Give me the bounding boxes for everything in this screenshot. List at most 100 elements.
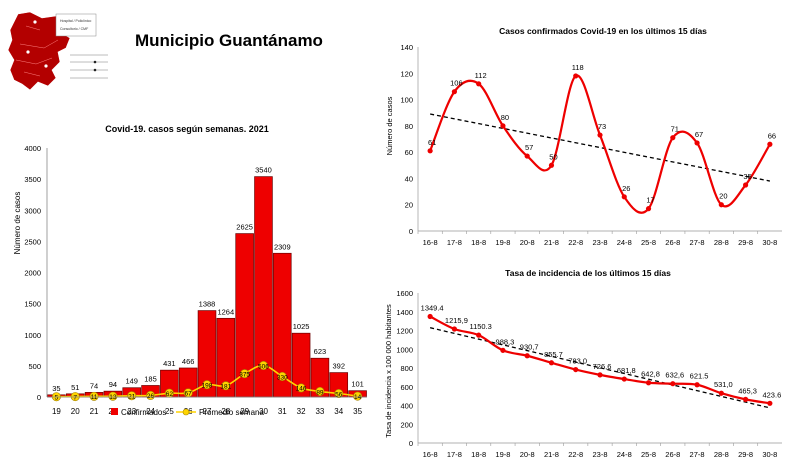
c2-point-26-8 xyxy=(670,135,676,141)
bar-value-label: 35 xyxy=(52,384,60,393)
c3-xtick: 16-8 xyxy=(423,450,438,459)
c3-value-label: 621.5 xyxy=(690,372,709,381)
c3-value-label: 1150.3 xyxy=(469,322,491,331)
c3-xtick: 29-8 xyxy=(738,450,753,459)
c3-point-29-8 xyxy=(743,396,749,402)
chart1-xtick: 30 xyxy=(259,407,268,416)
c2-value-label: 57 xyxy=(525,143,533,152)
c2-ytick: 120 xyxy=(400,69,413,78)
c2-point-30-8 xyxy=(767,141,773,147)
c3-value-label: 465,3 xyxy=(738,386,757,395)
bar-value-label: 2625 xyxy=(236,223,253,232)
c2-xtick: 29-8 xyxy=(738,238,753,247)
c2-point-22-8 xyxy=(573,73,579,79)
cases-15-days-chart: Casos confirmados Covid-19 en los último… xyxy=(385,26,782,247)
c3-value-label: 642,8 xyxy=(641,370,660,379)
c3-ytick: 400 xyxy=(400,402,413,411)
c3-point-27-8 xyxy=(694,382,700,388)
c2-point-28-8 xyxy=(718,202,724,208)
c3-ytick: 1000 xyxy=(396,345,413,354)
chart1-legend: Confirmados Promedio semana xyxy=(111,408,264,417)
weekly-bar-chart: Covid-19. casos según semanas. 2021 Núme… xyxy=(13,124,367,417)
promedio-point-23 xyxy=(127,391,137,401)
c2-ytick: 0 xyxy=(409,227,413,236)
bar-value-label: 466 xyxy=(182,357,195,366)
chart1-xtick: 34 xyxy=(334,407,343,416)
legend-swatch-confirmados xyxy=(111,408,118,415)
promedio-value-label: 11 xyxy=(91,394,98,401)
c2-xtick: 19-8 xyxy=(495,238,510,247)
chart1-ytick: 1000 xyxy=(24,331,41,340)
c2-xtick: 22-8 xyxy=(568,238,583,247)
c3-value-label: 423.6 xyxy=(762,390,781,399)
promedio-point-24 xyxy=(146,390,156,400)
c3-xtick: 28-8 xyxy=(714,450,729,459)
c3-point-18-8 xyxy=(476,332,482,338)
promedio-value-label: 14 xyxy=(354,394,362,401)
chart1-xtick: 29 xyxy=(240,407,249,416)
c3-value-label: 726,6 xyxy=(593,362,612,371)
bar-value-label: 2309 xyxy=(274,242,291,251)
c2-value-label: 20 xyxy=(719,192,727,201)
bar-value-label: 1388 xyxy=(199,300,216,309)
c3-point-30-8 xyxy=(767,400,773,406)
c2-value-label: 35 xyxy=(743,172,751,181)
chart1-xtick: 33 xyxy=(315,407,324,416)
promedio-point-28 xyxy=(221,381,231,391)
chart1-xtick: 32 xyxy=(297,407,306,416)
c3-point-20-8 xyxy=(524,353,530,359)
c2-ytick: 40 xyxy=(405,174,413,183)
map-marker xyxy=(26,50,30,54)
c3-point-24-8 xyxy=(621,376,627,382)
chart1-ylabel: Número de casos xyxy=(13,192,22,255)
bar-value-label: 51 xyxy=(71,383,79,392)
c3-value-label: 783,0 xyxy=(568,357,587,366)
promedio-point-20 xyxy=(70,392,80,402)
chart1-xtick: 19 xyxy=(52,407,61,416)
bar-value-label: 185 xyxy=(144,374,157,383)
legend-swatch-promedio xyxy=(182,408,190,416)
chart1-xtick: 20 xyxy=(71,407,80,416)
c2-value-label: 50 xyxy=(549,152,557,161)
c3-ytick: 0 xyxy=(409,439,413,448)
c2-value-label: 106 xyxy=(450,79,463,88)
c3-point-22-8 xyxy=(573,366,579,373)
incidence-rate-chart: Tasa de incidencia de los últimos 15 día… xyxy=(384,268,782,459)
c3-ytick: 800 xyxy=(400,364,413,373)
c2-point-18-8 xyxy=(476,81,482,87)
promedio-point-32 xyxy=(296,383,306,393)
promedio-point-21 xyxy=(89,391,99,401)
promedio-value-label: 375 xyxy=(239,371,250,378)
c2-value-label: 118 xyxy=(572,63,584,72)
promedio-point-35 xyxy=(353,391,363,401)
c3-xtick: 18-8 xyxy=(471,450,486,459)
c3-value-label: 988,3 xyxy=(496,337,515,346)
c2-trendline xyxy=(430,113,770,182)
c2-value-label: 80 xyxy=(501,113,509,122)
c2-value-label: 73 xyxy=(598,122,606,131)
c3-value-label: 855.7 xyxy=(544,350,563,359)
c2-value-label: 26 xyxy=(622,184,630,193)
c2-point-27-8 xyxy=(694,140,700,146)
map-marker xyxy=(33,20,37,24)
guantanamo-map: Hospital / Policlínico Consultorio / CMF xyxy=(5,8,110,108)
c2-xtick: 28-8 xyxy=(714,238,729,247)
c3-point-26-8 xyxy=(670,381,676,387)
c3-value-label: 930,7 xyxy=(520,343,539,352)
promedio-point-27 xyxy=(202,380,212,390)
c2-xtick: 26-8 xyxy=(665,238,680,247)
c2-xtick: 18-8 xyxy=(471,238,486,247)
chart1-xtick: 27 xyxy=(203,407,212,416)
c2-xtick: 21-8 xyxy=(544,238,559,247)
c3-ytick: 1600 xyxy=(396,289,413,298)
legend-label-promedio: Promedio semana xyxy=(199,408,264,417)
c3-point-19-8 xyxy=(500,347,506,353)
bar-value-label: 149 xyxy=(125,377,138,386)
c2-value-label: 61 xyxy=(428,138,436,147)
c2-xtick: 17-8 xyxy=(447,238,462,247)
promedio-value-label: 89 xyxy=(316,389,324,396)
c2-point-17-8 xyxy=(451,89,457,95)
c2-ytick: 140 xyxy=(400,43,413,52)
bar-value-label: 3540 xyxy=(255,166,272,175)
